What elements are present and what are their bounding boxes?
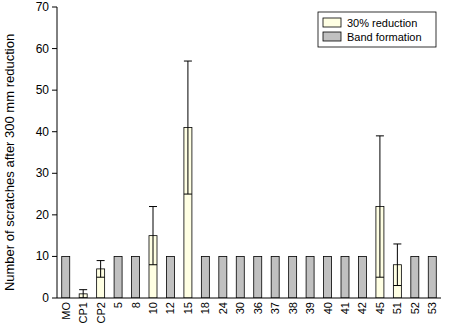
x-tick-label: 8 — [130, 302, 142, 308]
x-tick-label: CP2 — [95, 302, 107, 323]
x-tick-label: 52 — [409, 302, 421, 314]
legend: 30% reduction Band formation — [318, 12, 436, 47]
y-tick — [52, 48, 57, 49]
x-tick-label: 12 — [164, 302, 176, 314]
error-bar — [97, 261, 105, 278]
chart-svg: 0 10 20 30 40 50 60 70 MO CP1 CP2 58 10 12 15 18 24 30 36 3… — [0, 0, 450, 334]
bar — [324, 256, 332, 298]
x-tick-label: 40 — [322, 302, 334, 314]
bar — [289, 256, 297, 298]
x-tick-label: 5 — [112, 302, 124, 308]
bar — [166, 256, 174, 298]
bar — [62, 256, 70, 298]
error-bar — [149, 207, 157, 265]
bar — [254, 256, 262, 298]
error-bar — [393, 244, 401, 286]
y-tick — [52, 298, 57, 299]
legend-box — [318, 12, 436, 47]
x-tick-label: 18 — [199, 302, 211, 314]
y-tick — [52, 7, 57, 8]
bar — [132, 256, 140, 298]
y-tick-label: 40 — [36, 125, 50, 139]
x-tick-label: MO — [60, 302, 72, 320]
y-axis-label: Number of scratches after 300 mm reducti… — [2, 34, 17, 291]
x-tick-label: 30 — [234, 302, 246, 314]
y-tick — [52, 131, 57, 132]
x-tick-label: CP1 — [77, 302, 89, 323]
x-tick-label: 10 — [147, 302, 159, 314]
bar — [219, 256, 227, 298]
legend-swatch — [323, 18, 341, 27]
bar — [236, 256, 244, 298]
x-tick-label: 39 — [304, 302, 316, 314]
y-tick-label: 0 — [42, 291, 49, 305]
x-tick-label: 53 — [426, 302, 438, 314]
error-bar — [376, 136, 384, 277]
x-tick-label: 24 — [217, 302, 229, 314]
legend-label: Band formation — [347, 31, 422, 43]
y-tick-label: 10 — [36, 249, 50, 263]
x-tick-label: 45 — [374, 302, 386, 314]
x-axis — [57, 298, 441, 299]
x-tick-label: 15 — [182, 302, 194, 314]
y-tick — [52, 90, 57, 91]
x-tick-label: 42 — [356, 302, 368, 314]
bars — [62, 61, 437, 298]
error-bar — [79, 290, 87, 298]
bar — [358, 256, 366, 298]
bar — [341, 256, 349, 298]
x-tick-label: 38 — [287, 302, 299, 314]
x-tick-label: 51 — [391, 302, 403, 314]
y-tick-label: 30 — [36, 166, 50, 180]
error-bar — [184, 61, 192, 194]
y-tick-label: 20 — [36, 208, 50, 222]
y-tick — [52, 214, 57, 215]
y-tick — [52, 173, 57, 174]
bar — [114, 256, 122, 298]
legend-label: 30% reduction — [347, 17, 417, 29]
x-tick-label: 41 — [339, 302, 351, 314]
legend-swatch — [323, 32, 341, 41]
bar — [271, 256, 279, 298]
y-tick-label: 70 — [36, 0, 50, 14]
bar — [411, 256, 419, 298]
y-tick — [52, 256, 57, 257]
x-tick-label: 37 — [269, 302, 281, 314]
bar — [428, 256, 436, 298]
bar — [306, 256, 314, 298]
chart-container: 0 10 20 30 40 50 60 70 MO CP1 CP2 58 10 12 15 18 24 30 36 3… — [0, 0, 450, 334]
y-tick-label: 50 — [36, 83, 50, 97]
x-tick-label: 36 — [252, 302, 264, 314]
y-axis — [57, 7, 58, 298]
bar — [201, 256, 209, 298]
y-tick-label: 60 — [36, 42, 50, 56]
